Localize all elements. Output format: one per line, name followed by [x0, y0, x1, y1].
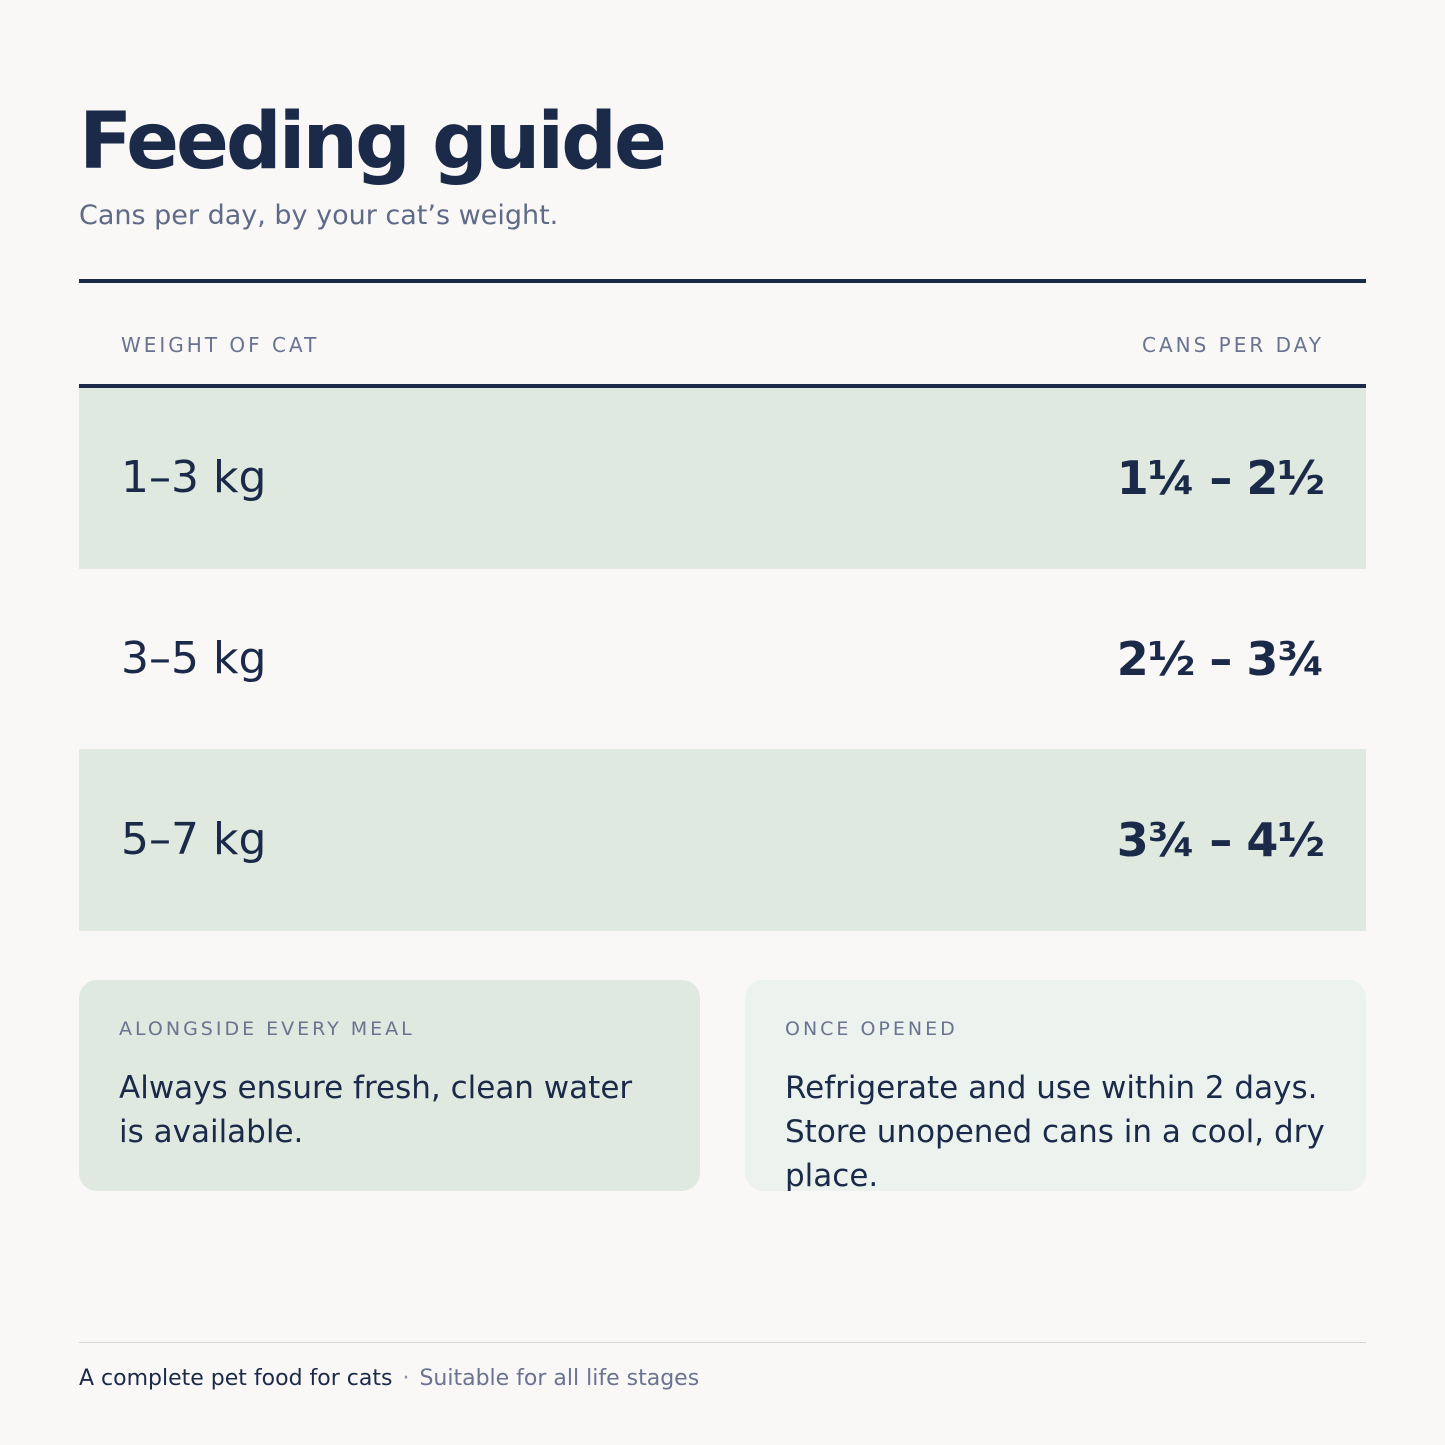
cans-cell: 3¾ – 4½ [1116, 813, 1325, 867]
footer-primary-text: A complete pet food for cats [79, 1366, 393, 1391]
card-text: Refrigerate and use within 2 days. Store… [785, 1070, 1325, 1191]
table-top-rule [79, 279, 1366, 283]
table-row: 1–3 kg 1¼ – 2½ [79, 388, 1366, 569]
table-row: 5–7 kg 3¾ – 4½ [79, 750, 1366, 931]
cans-cell: 2½ – 3¾ [1116, 632, 1325, 686]
footer: A complete pet food for cats · Suitable fo… [79, 1364, 699, 1394]
table-row: 3–5 kg 2½ – 3¾ [79, 569, 1366, 750]
card-text: Always ensure fresh, clean water is avai… [119, 1070, 633, 1150]
weight-cell: 5–7 kg [121, 814, 267, 865]
card-label: ONCE OPENED [785, 1018, 958, 1040]
footer-secondary-text: Suitable for all life stages [419, 1366, 700, 1391]
page-subtitle: Cans per day, by your cat’s weight. [79, 200, 559, 231]
cans-cell: 1¼ – 2½ [1116, 451, 1325, 505]
page-title: Feeding guide [79, 97, 667, 187]
footer-separator: · [402, 1366, 410, 1391]
feeding-guide-page: Feeding guide Cans per day, by your cat’… [79, 0, 1366, 1445]
feeding-table: 1–3 kg 1¼ – 2½ 3–5 kg 2½ – 3¾ 5–7 kg 3¾ … [79, 388, 1366, 931]
card-label: ALONGSIDE EVERY MEAL [119, 1018, 415, 1040]
table-header-rule [79, 384, 1366, 388]
footer-rule [79, 1342, 1366, 1343]
storage-note-card: ONCE OPENED Refrigerate and use within 2… [745, 980, 1366, 1191]
water-note-card: ALONGSIDE EVERY MEAL Always ensure fresh… [79, 980, 700, 1191]
column-header-weight: WEIGHT OF CAT [121, 333, 320, 357]
column-header-cans: CANS PER DAY [1141, 333, 1324, 357]
weight-cell: 1–3 kg [121, 452, 267, 503]
weight-cell: 3–5 kg [121, 633, 267, 684]
